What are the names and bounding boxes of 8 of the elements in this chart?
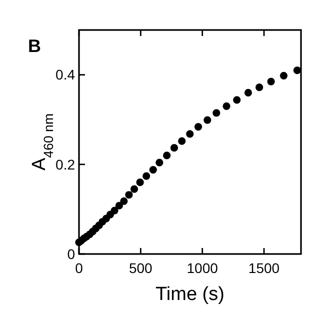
y-tick-label: 0.2 [56, 156, 76, 172]
y-tick-label: 0.4 [56, 66, 76, 83]
text: B [28, 36, 41, 56]
x-axis-title: Time (s) [156, 284, 224, 305]
y-tick-label: 0 [67, 246, 76, 262]
x-tick-label: 1000 [186, 260, 218, 276]
x-tick-label: 1500 [248, 260, 280, 276]
x-tick-label: 500 [128, 260, 153, 276]
